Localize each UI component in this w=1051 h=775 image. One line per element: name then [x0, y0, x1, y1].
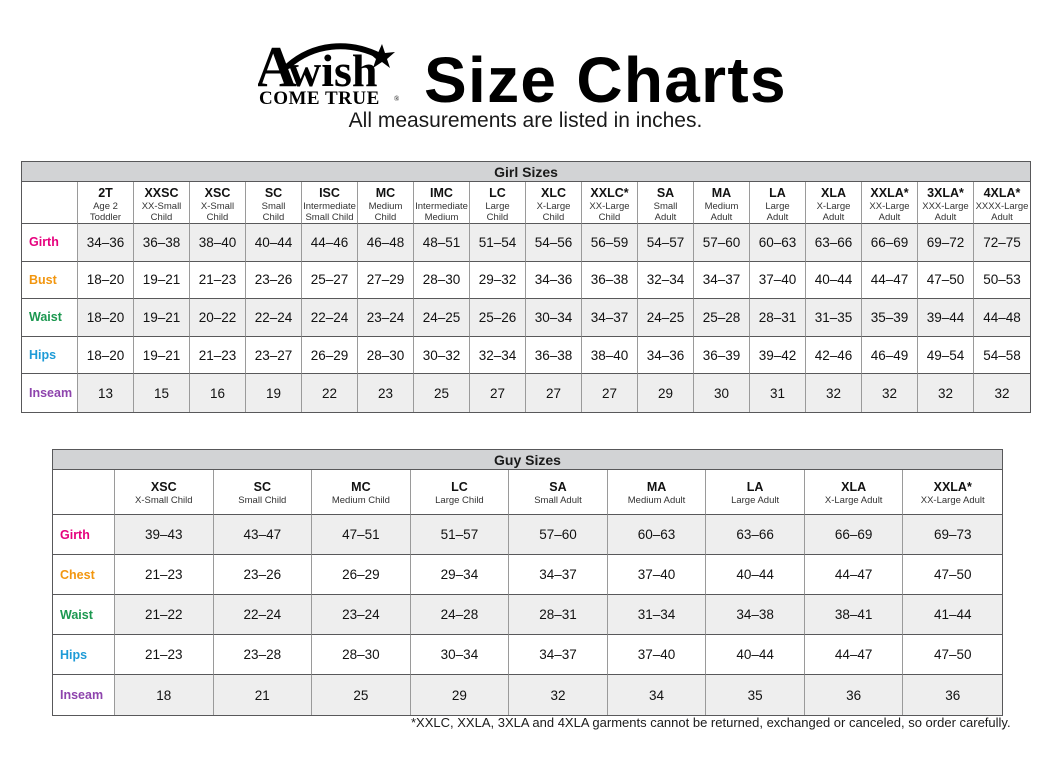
svg-text:®: ® [394, 95, 400, 103]
svg-text:COME TRUE: COME TRUE [259, 88, 380, 108]
